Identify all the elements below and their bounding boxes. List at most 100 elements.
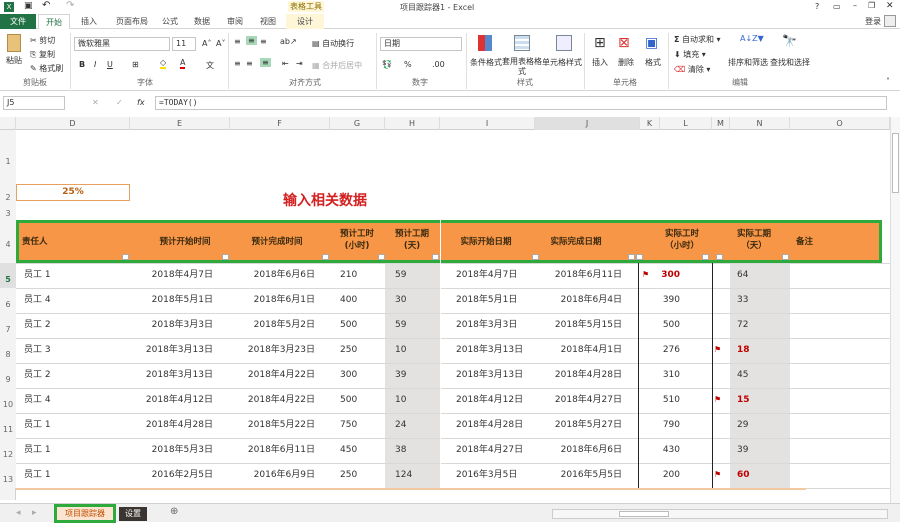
cell-pdays[interactable]: 39 — [395, 370, 407, 380]
italic-button[interactable]: I — [94, 60, 97, 69]
prev-sheet-icon[interactable]: ◂ — [16, 508, 21, 518]
cell-adays[interactable]: 64 — [737, 270, 749, 280]
tab-page-layout[interactable]: 页面布局 — [116, 17, 148, 26]
formula-input[interactable]: =TODAY() — [155, 96, 887, 110]
vertical-scrollbar[interactable] — [890, 117, 900, 503]
column-header[interactable]: I — [440, 117, 535, 130]
cell-pend[interactable]: 2018年6月1日 — [253, 295, 315, 305]
collapse-ribbon-icon[interactable]: ˄ — [886, 77, 890, 86]
cell-pend[interactable]: 2018年5月2日 — [253, 320, 315, 330]
cell-ahours[interactable]: 300 — [661, 270, 680, 280]
cell-aend[interactable]: 2018年6月11日 — [554, 270, 622, 280]
cell-astart[interactable]: 2016年3月5日 — [456, 470, 518, 480]
cell-aend[interactable]: 2018年6月4日 — [560, 295, 622, 305]
sort-filter-icon[interactable]: A↓Z▼ — [740, 34, 764, 43]
row-header[interactable]: 4 — [0, 218, 16, 263]
cell-ahours[interactable]: 430 — [662, 445, 680, 455]
align-top-icon[interactable]: ≡ — [234, 37, 241, 46]
cell-owner[interactable]: 员工 1 — [24, 445, 51, 455]
row-header[interactable]: 6 — [0, 288, 16, 313]
find-select-icon[interactable]: 🔭 — [782, 34, 797, 48]
cell-phours[interactable]: 450 — [340, 445, 358, 455]
cell-adays[interactable]: 45 — [737, 370, 749, 380]
name-box[interactable]: J5 — [3, 96, 65, 110]
cell-astart[interactable]: 2018年3月13日 — [456, 370, 524, 380]
cell-ahours[interactable]: 276 — [662, 345, 680, 355]
cell-adays[interactable]: 33 — [737, 295, 749, 305]
row-header[interactable]: 13 — [0, 463, 16, 488]
cell-pstart[interactable]: 2018年4月7日 — [151, 270, 213, 280]
cell-aend[interactable]: 2018年4月28日 — [554, 370, 622, 380]
merge-center-button[interactable]: ▦ 合并后居中 — [312, 61, 363, 70]
cell-astart[interactable]: 2018年5月1日 — [456, 295, 518, 305]
percent-button[interactable]: % — [404, 60, 412, 69]
cell-aend[interactable]: 2018年5月15日 — [554, 320, 622, 330]
cell-aend[interactable]: 2016年5月5日 — [560, 470, 622, 480]
format-painter-button[interactable]: ✎ 格式刷 — [30, 64, 64, 73]
cell-pdays[interactable]: 10 — [395, 345, 407, 355]
column-header[interactable]: E — [130, 117, 230, 130]
cell-owner[interactable]: 员工 1 — [24, 270, 51, 280]
autosum-button[interactable]: Σ 自动求和 ▾ — [674, 35, 721, 44]
row-header[interactable]: 9 — [0, 363, 16, 388]
column-header[interactable]: D — [16, 117, 130, 130]
align-middle-icon[interactable]: ≡ — [246, 36, 257, 45]
scroll-thumb[interactable] — [892, 133, 899, 193]
column-header[interactable]: F — [230, 117, 330, 130]
cell-adays[interactable]: 29 — [737, 420, 749, 430]
cell-ahours[interactable]: 500 — [662, 320, 680, 330]
column-header[interactable]: H — [385, 117, 440, 130]
cell-ahours[interactable]: 510 — [662, 395, 680, 405]
table-format-button[interactable]: 套用表格格式 — [502, 57, 542, 76]
indent-decrease-icon[interactable]: ⇤ — [282, 59, 289, 68]
indent-increase-icon[interactable]: ⇥ — [296, 59, 303, 68]
cell-pdays[interactable]: 59 — [395, 270, 407, 280]
cell-pend[interactable]: 2018年5月22日 — [247, 420, 315, 430]
cell-owner[interactable]: 员工 4 — [24, 295, 51, 305]
minimize-icon[interactable]: – — [853, 1, 857, 10]
cell-owner[interactable]: 员工 1 — [24, 420, 51, 430]
row-header[interactable]: 5 — [0, 263, 16, 288]
cell-phours[interactable]: 500 — [340, 395, 358, 405]
cell-pend[interactable]: 2018年4月22日 — [247, 370, 315, 380]
cell-pdays[interactable]: 38 — [395, 445, 407, 455]
cell-adays[interactable]: 60 — [737, 470, 750, 480]
sort-filter-button[interactable]: 排序和筛选 — [728, 58, 768, 67]
cell-pstart[interactable]: 2016年2月5日 — [151, 470, 213, 480]
cell-phours[interactable]: 400 — [340, 295, 358, 305]
cell-phours[interactable]: 210 — [340, 270, 358, 280]
cell-ahours[interactable]: 200 — [662, 470, 680, 480]
cell-phours[interactable]: 250 — [340, 470, 358, 480]
cell-pstart[interactable]: 2018年4月28日 — [145, 420, 213, 430]
cell-owner[interactable]: 员工 1 — [24, 470, 51, 480]
column-header[interactable]: O — [790, 117, 890, 130]
fill-color-icon[interactable]: ◇ — [160, 58, 167, 69]
row-header[interactable]: 11 — [0, 413, 16, 438]
cell-astart[interactable]: 2018年3月13日 — [456, 345, 524, 355]
cell-pdays[interactable]: 24 — [395, 420, 407, 430]
cancel-icon[interactable]: ✕ — [92, 98, 99, 107]
cell-pstart[interactable]: 2018年4月12日 — [145, 395, 213, 405]
cell-owner[interactable]: 员工 2 — [24, 320, 51, 330]
cell-aend[interactable]: 2018年4月27日 — [554, 395, 622, 405]
filter-dropdown-icon[interactable] — [782, 254, 789, 260]
find-select-button[interactable]: 查找和选择 — [770, 58, 810, 67]
cell-pstart[interactable]: 2018年3月13日 — [145, 370, 213, 380]
currency-icon[interactable]: 💱 — [382, 60, 392, 69]
filter-dropdown-icon[interactable] — [532, 254, 539, 260]
cell-aend[interactable]: 2018年5月27日 — [554, 420, 622, 430]
font-name-select[interactable]: 微软雅黑 — [74, 37, 170, 51]
tab-view[interactable]: 视图 — [260, 17, 276, 26]
row-header[interactable]: 3 — [0, 202, 16, 218]
cell-pend[interactable]: 2018年6月6日 — [253, 270, 315, 280]
filter-dropdown-icon[interactable] — [322, 254, 329, 260]
cell-pend[interactable]: 2018年3月23日 — [247, 345, 315, 355]
cell-adays[interactable]: 72 — [737, 320, 749, 330]
row-header[interactable]: 2 — [0, 185, 16, 202]
fill-button[interactable]: ⬇ 填充 ▾ — [674, 50, 706, 59]
enter-icon[interactable]: ✓ — [116, 98, 123, 107]
sheet-tab-settings[interactable]: 设置 — [119, 507, 147, 521]
help-icon[interactable]: ? — [815, 2, 820, 11]
tab-data[interactable]: 数据 — [194, 17, 210, 26]
cell-adays[interactable]: 18 — [737, 345, 750, 355]
